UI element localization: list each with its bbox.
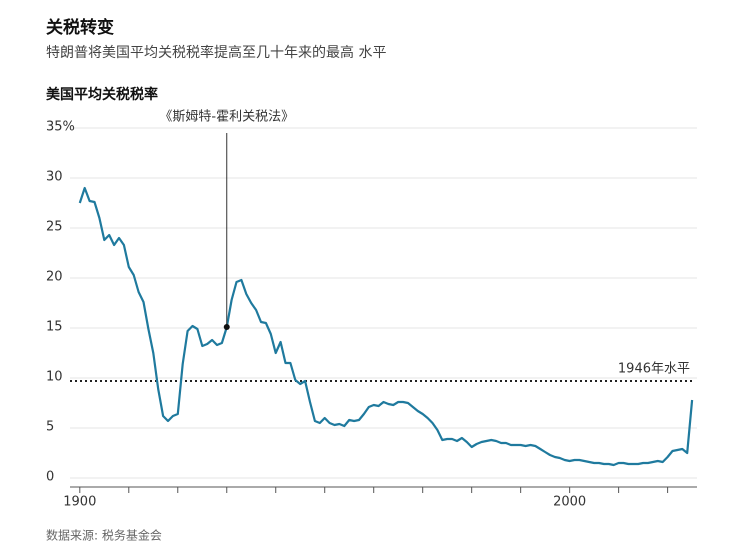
data-line xyxy=(78,186,694,467)
x-tick-label: 2000 xyxy=(553,495,586,510)
y-tick-label: 10 xyxy=(46,370,63,385)
annotation-label: 《斯姆特-霍利关税法》 xyxy=(159,110,294,125)
y-tick-label: 15 xyxy=(46,320,63,335)
y-axis-label: 美国平均关税税率 xyxy=(46,86,158,103)
y-tick-label: 0 xyxy=(46,470,54,485)
y-tick-label: 20 xyxy=(46,270,63,285)
x-tick-label: 1900 xyxy=(63,495,96,510)
annotation-dot xyxy=(223,324,230,330)
y-tick-label: 5 xyxy=(46,420,54,435)
chart-subtitle: 特朗普将美国平均关税税率提高至几十年来的最高 水平 xyxy=(46,44,386,61)
source: 数据来源: 税务基金会 xyxy=(46,528,162,543)
reference-label: 1946年水平 xyxy=(618,362,690,377)
chart-title: 关税转变 xyxy=(46,17,114,38)
y-tick-label: 35% xyxy=(46,120,75,135)
y-tick-label: 30 xyxy=(46,170,63,185)
y-tick-label: 25 xyxy=(46,220,63,235)
